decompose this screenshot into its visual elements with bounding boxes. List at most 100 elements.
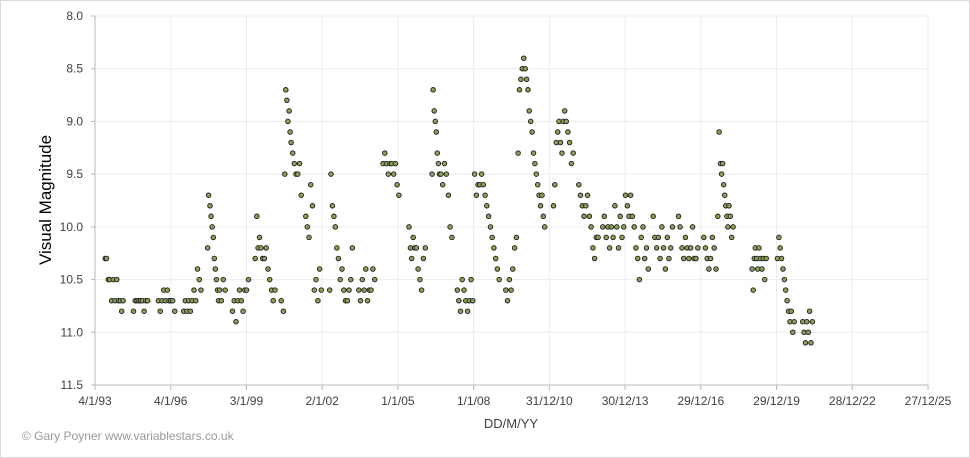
data-point — [229, 308, 236, 314]
data-point — [213, 276, 220, 283]
data-point — [570, 150, 576, 156]
data-point — [563, 118, 569, 125]
data-point — [778, 255, 785, 262]
data-point — [468, 276, 474, 283]
data-point — [666, 255, 672, 262]
data-point — [695, 245, 701, 251]
data-point — [443, 171, 450, 177]
data-point — [346, 287, 352, 293]
x-tick-label: 2/1/02 — [305, 394, 339, 408]
data-point — [287, 129, 293, 135]
data-point — [784, 297, 790, 304]
data-point — [636, 276, 643, 283]
data-point — [315, 297, 321, 304]
data-point — [529, 129, 535, 135]
data-point — [716, 129, 722, 135]
data-point — [808, 340, 814, 346]
data-point — [394, 181, 400, 188]
data-point — [337, 276, 343, 283]
data-point — [445, 192, 452, 198]
data-point — [780, 266, 786, 272]
data-point — [554, 129, 561, 135]
data-point — [709, 234, 716, 241]
x-axis-title: DD/M/YY — [484, 416, 539, 431]
data-point — [720, 181, 727, 188]
data-point — [222, 287, 228, 293]
data-points — [102, 55, 816, 346]
data-point — [103, 255, 110, 262]
data-point — [802, 340, 809, 346]
data-point — [689, 224, 696, 230]
data-point — [284, 97, 290, 104]
data-point — [590, 245, 596, 251]
data-point — [577, 192, 584, 198]
data-point — [164, 287, 171, 293]
data-point — [439, 181, 446, 188]
x-tick-label: 27/12/25 — [905, 394, 952, 408]
data-point — [781, 276, 788, 283]
x-tick-label: 31/12/10 — [526, 394, 573, 408]
data-point — [118, 308, 125, 314]
data-point — [591, 255, 598, 262]
data-point — [680, 255, 687, 262]
data-point — [422, 245, 429, 251]
data-point — [662, 266, 669, 272]
data-point — [456, 297, 462, 304]
data-point — [432, 118, 439, 125]
data-point — [434, 150, 441, 156]
data-point — [429, 171, 435, 177]
data-point — [615, 245, 622, 251]
data-point — [643, 245, 650, 251]
data-point — [541, 224, 548, 230]
data-point — [520, 55, 527, 61]
data-point — [713, 266, 719, 272]
data-point — [382, 150, 388, 156]
data-point — [601, 213, 608, 220]
data-point — [612, 203, 618, 209]
data-point — [484, 203, 490, 209]
data-point — [306, 234, 312, 241]
data-point — [750, 287, 756, 293]
data-point — [431, 108, 437, 114]
data-point — [359, 276, 366, 283]
data-point — [187, 308, 194, 314]
data-point — [278, 297, 284, 304]
data-point — [715, 213, 721, 220]
data-point — [196, 276, 203, 283]
data-point — [638, 234, 644, 241]
data-point — [522, 65, 528, 72]
x-tick-label: 3/1/99 — [230, 394, 264, 408]
data-point — [329, 203, 336, 209]
data-point — [711, 245, 717, 251]
data-point — [435, 160, 442, 167]
data-point — [660, 245, 667, 251]
data-point — [307, 181, 314, 188]
data-point — [332, 224, 339, 230]
data-point — [209, 224, 215, 230]
data-point — [504, 297, 511, 304]
data-point — [586, 213, 593, 220]
data-point — [614, 224, 620, 230]
data-point — [756, 245, 762, 251]
data-point — [288, 139, 294, 146]
data-point — [721, 192, 728, 198]
data-point — [357, 297, 364, 304]
data-point — [622, 192, 629, 198]
axes — [94, 16, 928, 386]
data-point — [726, 203, 732, 209]
data-point — [198, 287, 204, 293]
data-point — [413, 245, 420, 251]
data-point — [341, 287, 347, 293]
data-point — [557, 139, 564, 146]
data-point — [331, 213, 337, 220]
data-point — [513, 234, 520, 241]
data-point — [311, 287, 318, 293]
data-point — [679, 245, 685, 251]
data-point — [667, 245, 674, 251]
data-point — [464, 308, 471, 314]
data-point — [193, 297, 199, 304]
data-point — [655, 234, 662, 241]
data-point — [171, 308, 178, 314]
data-point — [216, 287, 223, 293]
